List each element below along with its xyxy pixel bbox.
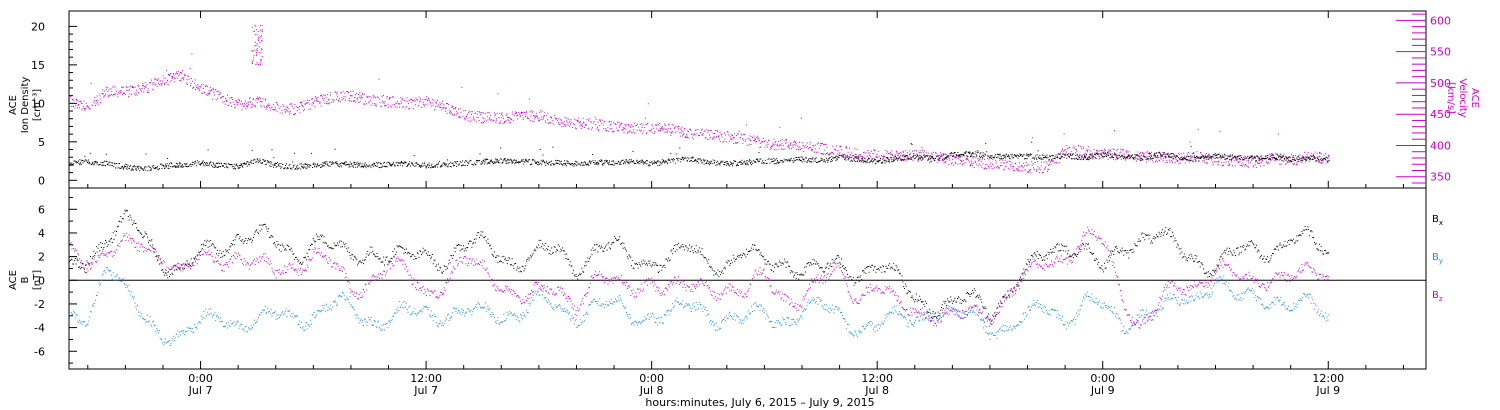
density-tick-label: 20 (31, 20, 45, 33)
legend-item-by: By (1432, 252, 1443, 265)
x-tick-date-label: Jul 8 (639, 384, 664, 397)
density-tick-label: 10 (31, 97, 45, 110)
velocity-ylabel-ace: ACE (1469, 88, 1480, 108)
b-tick-label: -6 (34, 345, 45, 358)
b-tick-label: 0 (38, 274, 45, 287)
x-axis-label: hours:minutes, July 6, 2015 – July 9, 20… (645, 396, 874, 409)
b-tick-label: 6 (38, 203, 45, 216)
b-ylabel-name: B (20, 276, 31, 283)
velocity-points (69, 53, 1330, 174)
b-series-by-points (69, 267, 1330, 346)
velocity-ylabel-name: Velocity (1457, 78, 1468, 117)
top-data-layer (69, 24, 1330, 174)
b-tick-label: 4 (38, 227, 45, 240)
density-tick-label: 15 (31, 59, 45, 72)
velocity-tick-label: 550 (1430, 46, 1451, 59)
b-tick-label: -2 (34, 298, 45, 311)
velocity-tick-label: 500 (1430, 77, 1451, 90)
density-tick-label: 0 (38, 174, 45, 187)
x-tick-time-label: 0:00 (639, 372, 664, 385)
density-ylabel-unit: [cm⁻³] (32, 89, 43, 121)
velocity-tick-label: 350 (1430, 171, 1451, 184)
density-ylabel-name: Ion Density (20, 77, 31, 134)
x-tick-date-label: Jul 9 (1090, 384, 1115, 397)
velocity-spike-points (251, 24, 263, 66)
top-panel: 0 5 10 15 20 350 400 450 500 550 600 ACE Ion Densi… (8, 10, 1480, 189)
top-axis-ticks: 0 5 10 15 20 350 400 450 500 550 600 (31, 13, 1451, 187)
legend-item-bz: Bz (1432, 290, 1443, 303)
density-ylabel-ace: ACE (8, 95, 19, 115)
legend-item-bx: Bx (1432, 214, 1443, 227)
x-tick-date-label: Jul 8 (864, 384, 889, 397)
x-tick-time-label: 12:00 (410, 372, 442, 385)
b-series-bx-points (69, 209, 1330, 322)
bottom-panel: -6 -4 -2 0 2 4 6 ACE B [nT] Bx By Bz (8, 187, 1443, 370)
x-tick-time-label: 0:00 (1090, 372, 1115, 385)
b-ylabel-unit: [nT] (32, 270, 43, 290)
b-series-bz-points (69, 226, 1330, 329)
velocity-tick-label: 400 (1430, 139, 1451, 152)
x-tick-date-label: Jul 9 (1315, 384, 1340, 397)
b-tick-label: 2 (38, 251, 45, 264)
bottom-axis-ticks: -6 -4 -2 0 2 4 6 (34, 196, 1426, 364)
x-tick-date-label: Jul 7 (413, 384, 438, 397)
bottom-plot-frame (68, 187, 1427, 370)
b-ylabel-ace: ACE (8, 270, 19, 290)
x-tick-time-label: 12:00 (861, 372, 893, 385)
b-tick-label: -4 (34, 322, 45, 335)
x-tick-time-label: 0:00 (188, 372, 213, 385)
velocity-ylabel-unit: [km/s] (1445, 82, 1456, 114)
legend: Bx By Bz (1432, 214, 1443, 303)
velocity-tick-label: 450 (1430, 108, 1451, 121)
density-tick-label: 5 (38, 136, 45, 149)
top-plot-frame (68, 10, 1427, 189)
bottom-data-layer (69, 209, 1330, 346)
x-tick-date-label: Jul 7 (188, 384, 213, 397)
x-tick-time-label: 12:00 (1312, 372, 1344, 385)
velocity-tick-label: 600 (1430, 14, 1451, 27)
